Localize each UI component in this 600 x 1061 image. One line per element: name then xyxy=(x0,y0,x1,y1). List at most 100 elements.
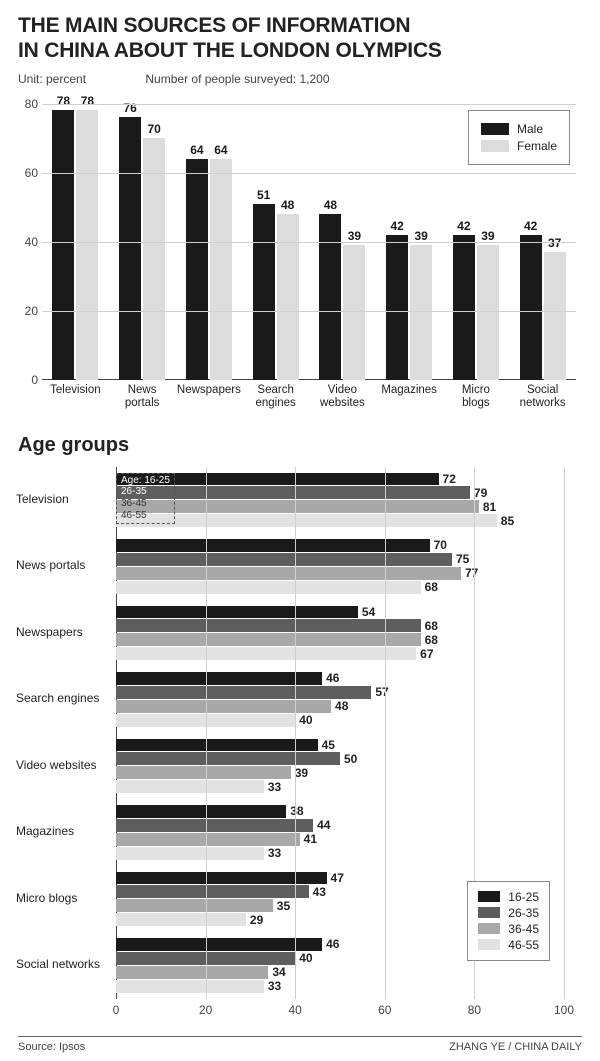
unit-label: Unit: percent xyxy=(18,72,86,86)
chart2-bar-fill xyxy=(116,486,470,499)
chart2-value-label: 68 xyxy=(425,633,438,647)
chart2-value-label: 29 xyxy=(250,913,263,927)
chart2-value-label: 40 xyxy=(299,951,312,965)
chart2-bar-fill xyxy=(116,885,309,898)
chart2-bar: 72 xyxy=(116,473,564,486)
chart2-group: Video websites45503933 xyxy=(116,733,564,800)
legend-swatch xyxy=(478,891,500,902)
chart1-legend-row: Male xyxy=(481,122,557,136)
chart2-bar: 40 xyxy=(116,714,564,727)
chart2-bar: 79 xyxy=(116,486,564,499)
chart2-legend-row: 26-35 xyxy=(478,906,539,920)
chart2-bar: 45 xyxy=(116,739,564,752)
chart1-ytick: 60 xyxy=(18,166,38,180)
chart2-bar: 70 xyxy=(116,539,564,552)
chart1-bar: 78 xyxy=(76,110,98,379)
chart2-barset: 70 7577 68 xyxy=(116,539,564,594)
chart2-value-label: 77 xyxy=(465,566,478,580)
chart2-bar: 85 xyxy=(116,514,564,527)
legend-label: 46-55 xyxy=(508,938,539,952)
legend-label: 16-25 xyxy=(508,890,539,904)
chart2-value-label: 33 xyxy=(268,846,281,860)
chart2-bar-fill xyxy=(116,739,318,752)
chart-subtitle: Unit: percent Number of people surveyed:… xyxy=(18,72,582,86)
chart2-value-label: 47 xyxy=(331,871,344,885)
chart2-bar-fill xyxy=(116,780,264,793)
chart2-bar-fill xyxy=(116,766,291,779)
chart1-bar: 64 xyxy=(210,159,232,380)
chart2-value-label: 38 xyxy=(290,804,303,818)
chart2-value-label: 45 xyxy=(322,738,335,752)
chart1-category-label: Socialnetworks xyxy=(509,380,576,410)
chart1-category-label: Microblogs xyxy=(443,380,510,410)
chart1-bar: 76 xyxy=(119,117,141,379)
chart1-bar: 51 xyxy=(253,204,275,380)
chart1-value-label: 51 xyxy=(257,188,270,202)
chart2-bar-fill xyxy=(116,700,331,713)
chart2-barset: 384441 33 xyxy=(116,805,564,860)
chart1-category-label: Television xyxy=(42,380,109,397)
chart1-value-label: 42 xyxy=(457,219,470,233)
legend-swatch xyxy=(481,140,509,152)
chart1-value-label: 70 xyxy=(147,122,160,136)
chart2-group: Magazines38444133 xyxy=(116,799,564,866)
chart2-value-label: 34 xyxy=(272,965,285,979)
chart2-value-label: 57 xyxy=(375,685,388,699)
chart1-bar: 39 xyxy=(477,245,499,380)
chart1-category-label: Newspapers xyxy=(176,380,243,397)
chart2-value-label: 39 xyxy=(295,766,308,780)
chart2-value-label: 50 xyxy=(344,752,357,766)
chart2-gridline xyxy=(295,467,296,999)
chart2-legend: 16-25 26-35 36-45 46-55 xyxy=(467,881,550,961)
chart2-value-label: 85 xyxy=(501,514,514,528)
chart2-barset: 727981 85 xyxy=(116,473,564,528)
chart2-xtick: 40 xyxy=(289,999,302,1017)
chart1-bar: 48 xyxy=(277,214,299,380)
chart2-bar: 44 xyxy=(116,819,564,832)
chart2-bar-fill xyxy=(116,567,461,580)
agegroups-title: Age groups xyxy=(18,434,582,457)
chart2-bar-fill xyxy=(116,819,313,832)
chart1-category-label: Searchengines xyxy=(242,380,309,410)
chart1-ytick: 0 xyxy=(18,373,38,387)
chart2-gridline xyxy=(564,467,565,999)
chart2-value-label: 54 xyxy=(362,605,375,619)
chart2-bar: 46 xyxy=(116,672,564,685)
chart2-bar: 34 xyxy=(116,966,564,979)
chart1-value-label: 78 xyxy=(57,94,70,108)
chart2-value-label: 70 xyxy=(434,538,447,552)
chart2-value-label: 43 xyxy=(313,885,326,899)
chart2-bar: 68 xyxy=(116,633,564,646)
legend-swatch xyxy=(478,907,500,918)
chart2-bar: 33 xyxy=(116,847,564,860)
legend-label: 36-45 xyxy=(508,922,539,936)
chart2-value-label: 72 xyxy=(443,472,456,486)
gender-bar-chart: 7878Television7670Newsportals6464Newspap… xyxy=(18,94,582,414)
chart2-value-label: 33 xyxy=(268,780,281,794)
chart-title: THE MAIN SOURCES OF INFORMATION IN CHINA… xyxy=(18,14,582,64)
chart2-value-label: 81 xyxy=(483,500,496,514)
chart1-bar: 78 xyxy=(52,110,74,379)
chart2-bar-fill xyxy=(116,633,421,646)
chart2-bar-fill xyxy=(116,980,264,993)
chart2-bar: 48 xyxy=(116,700,564,713)
chart2-legend-row: 46-55 xyxy=(478,938,539,952)
chart2-bar-fill xyxy=(116,966,268,979)
chart2-xtick: 20 xyxy=(199,999,212,1017)
chart2-value-label: 75 xyxy=(456,552,469,566)
chart2-bar-fill xyxy=(116,500,479,513)
chart2-bar: 38 xyxy=(116,805,564,818)
chart1-category-label: Newsportals xyxy=(109,380,176,410)
chart1-gridline xyxy=(42,242,576,243)
chart1-value-label: 42 xyxy=(524,219,537,233)
chart1-legend: MaleFemale xyxy=(468,110,570,165)
chart2-value-label: 41 xyxy=(304,832,317,846)
chart2-bar-fill xyxy=(116,938,322,951)
chart2-bar: 39 xyxy=(116,766,564,779)
chart2-bar: 50 xyxy=(116,752,564,765)
chart2-value-label: 68 xyxy=(425,580,438,594)
footer: Source: Ipsos ZHANG YE / CHINA DAILY xyxy=(18,1036,582,1053)
chart1-value-label: 48 xyxy=(324,198,337,212)
chart2-bar: 54 xyxy=(116,606,564,619)
legend-swatch xyxy=(478,923,500,934)
